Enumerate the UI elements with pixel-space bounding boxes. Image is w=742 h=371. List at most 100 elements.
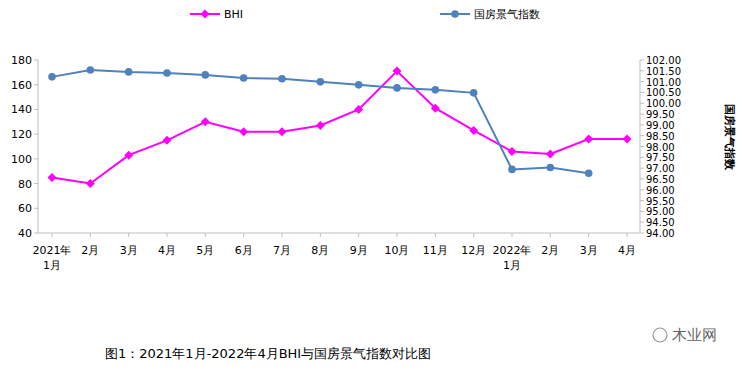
x-tick-label: 11月 [423, 244, 448, 257]
point [48, 73, 56, 81]
x-tick-label: 4月 [158, 244, 176, 257]
y2-tick [640, 200, 644, 201]
x-tick-label: 2月 [541, 244, 559, 257]
point [125, 68, 133, 76]
point [278, 127, 287, 136]
y2-axis-title: 国房景气指数 [723, 104, 736, 171]
y2-tick [640, 60, 644, 61]
y2-tick [640, 211, 644, 212]
point [355, 81, 363, 89]
x-tick [243, 233, 244, 237]
y-tick-label: 40 [18, 227, 32, 240]
y2-tick-label: 94.00 [646, 228, 675, 239]
x-tick [588, 233, 589, 237]
x-tick-label-line: 3月 [120, 244, 138, 257]
series-line [52, 70, 589, 173]
point [317, 78, 325, 86]
legend-label: 国房景气指数 [474, 8, 540, 21]
x-tick [167, 233, 168, 237]
x-tick-label-line: 2月 [541, 244, 559, 257]
x-tick-label-line: 1月 [503, 259, 521, 272]
x-tick [512, 233, 513, 237]
y-tick-label: 100 [11, 153, 32, 166]
point [508, 166, 516, 174]
legend-label: BHI [224, 8, 243, 21]
y2-tick-label: 98.00 [646, 142, 675, 153]
point [431, 104, 440, 113]
x-tick-label: 3月 [580, 244, 598, 257]
x-tick [627, 233, 628, 237]
x-tick-label: 9月 [350, 244, 368, 257]
y-tick-label: 60 [18, 202, 32, 215]
y2-tick-label: 96.00 [646, 185, 675, 196]
x-tick-label: 8月 [311, 244, 329, 257]
watermark: 木业网 [672, 326, 717, 344]
y2-tick-label: 102.00 [646, 55, 681, 66]
x-tick [435, 233, 436, 237]
point [316, 121, 325, 130]
point [240, 74, 248, 82]
x-tick-label: 10月 [385, 244, 410, 257]
x-tick-label-line: 8月 [311, 244, 329, 257]
y-tick-label: 180 [11, 54, 32, 67]
chart-title: 图1：2021年1月-2022年4月BHI与国房景气指数对比图 [105, 346, 431, 361]
x-tick-label: 4月 [618, 244, 636, 257]
point [163, 136, 172, 145]
plot-data [48, 66, 632, 188]
x-tick-label-line: 6月 [235, 244, 253, 257]
y2-tick [640, 168, 644, 169]
x-tick [550, 233, 551, 237]
y-axis-line [38, 60, 39, 233]
point [354, 105, 363, 114]
x-tick-label: 12月 [461, 244, 486, 257]
y2-tick [640, 222, 644, 223]
x-tick-label-line: 1月 [43, 259, 61, 272]
point [87, 66, 95, 74]
y-tick [34, 84, 38, 85]
point [86, 179, 95, 188]
chart-container: 40608010012014016018094.0094.5095.0095.5… [0, 0, 742, 371]
x-tick-label-line: 4月 [158, 244, 176, 257]
x-tick [205, 233, 206, 237]
point [432, 86, 440, 94]
point [546, 149, 555, 158]
y-tick-label: 80 [18, 178, 32, 191]
y-tick [34, 233, 38, 234]
legend-marker [201, 10, 210, 19]
y2-tick [640, 124, 644, 125]
point [239, 127, 248, 136]
x-tick [90, 233, 91, 237]
x-tick [358, 233, 359, 237]
y2-tick-label: 97.50 [646, 152, 675, 163]
point [623, 135, 632, 144]
point [393, 67, 402, 76]
x-tick-label-line: 3月 [580, 244, 598, 257]
x-tick [397, 233, 398, 237]
x-tick-label-line: 4月 [618, 244, 636, 257]
y-tick [34, 208, 38, 209]
point [278, 75, 286, 83]
y2-tick [640, 103, 644, 104]
y2-tick-label: 100.00 [646, 98, 681, 109]
y2-tick [640, 114, 644, 115]
x-tick [473, 233, 474, 237]
y2-tick-label: 97.00 [646, 163, 675, 174]
y-tick-label: 160 [11, 79, 32, 92]
point [469, 126, 478, 135]
x-tick-label: 2月 [81, 244, 99, 257]
y2-tick-label: 101.50 [646, 66, 681, 77]
point [124, 151, 133, 160]
y2-tick-label: 99.50 [646, 109, 675, 120]
x-tick-label: 6月 [235, 244, 253, 257]
x-tick-label: 7月 [273, 244, 291, 257]
y2-tick [640, 92, 644, 93]
point [163, 69, 171, 77]
y2-tick [640, 70, 644, 71]
x-tick [320, 233, 321, 237]
y2-tick-label: 96.50 [646, 174, 675, 185]
y-tick-label: 140 [11, 103, 32, 116]
x-tick-label: 2021年 1月 [33, 244, 72, 272]
legend-marker [451, 10, 459, 18]
x-tick-label-line: 9月 [350, 244, 368, 257]
x-tick-label-line: 2021年 [33, 244, 72, 257]
